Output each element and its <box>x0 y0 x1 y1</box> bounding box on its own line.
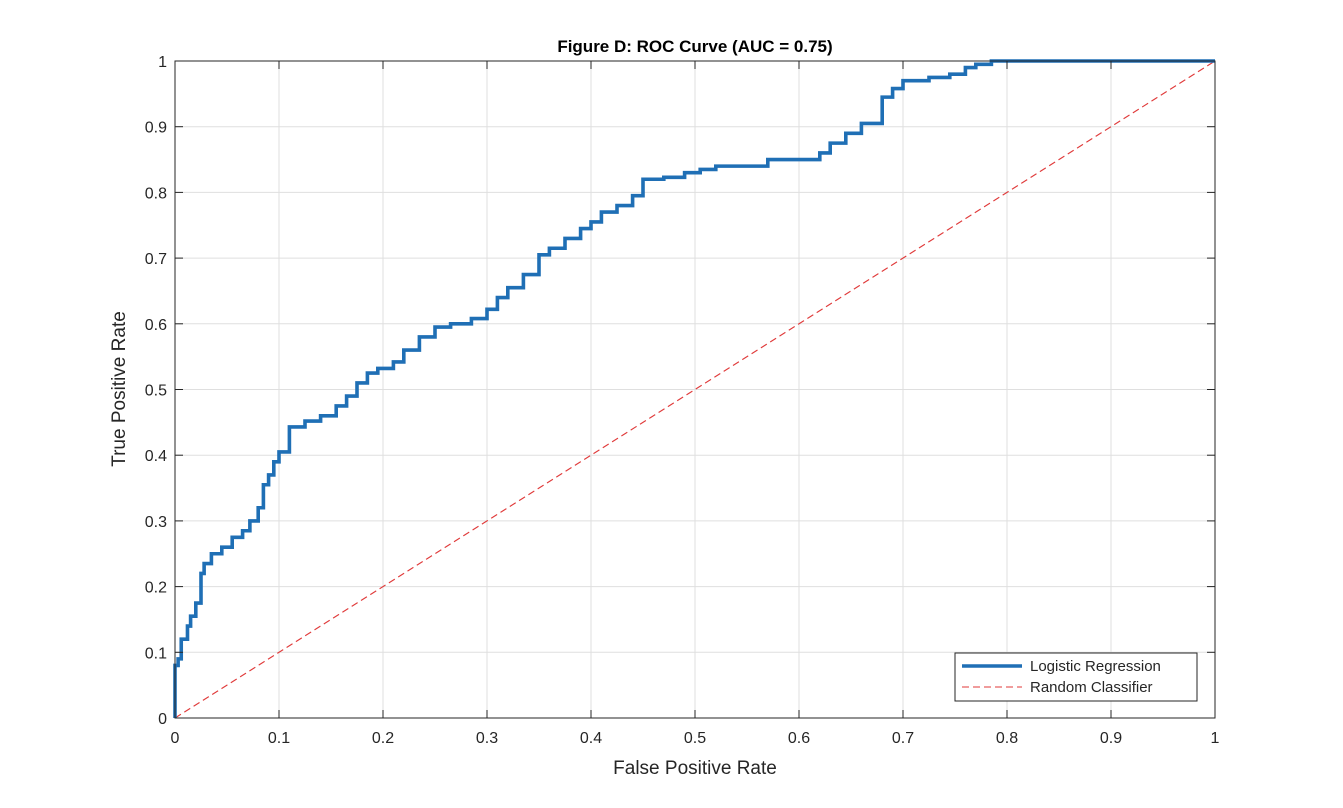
x-tick-label: 0.5 <box>684 730 706 747</box>
y-axis-label: True Positive Rate <box>109 311 130 467</box>
y-tick-label: 0.5 <box>145 383 167 400</box>
x-tick-label: 0 <box>171 730 180 747</box>
y-tick-label: 0.8 <box>145 185 167 202</box>
y-tick-labels: 0 0.1 0.2 0.3 0.4 0.5 0.6 0.7 0.8 0.9 1 <box>145 54 167 728</box>
x-axis-label: False Positive Rate <box>613 758 777 779</box>
y-tick-label: 0.7 <box>145 251 167 268</box>
x-tick-label: 0.8 <box>996 730 1018 747</box>
tick-marks <box>174 60 1216 719</box>
x-tick-label: 0.4 <box>580 730 602 747</box>
x-tick-label: 1 <box>1211 730 1220 747</box>
y-tick-label: 0.4 <box>145 448 167 465</box>
y-tick-label: 0.9 <box>145 120 167 137</box>
series-line-random-classifier <box>174 60 1216 719</box>
plot-area: 0 0.1 0.2 0.3 0.4 0.5 0.6 0.7 0.8 0.9 1 0 0.1 0.2 0.3… <box>145 54 1220 747</box>
y-tick-label: 0.3 <box>145 514 167 531</box>
legend-label-random-classifier: Random Classifier <box>1030 679 1153 696</box>
x-tick-labels: 0 0.1 0.2 0.3 0.4 0.5 0.6 0.7 0.8 0.9 1 <box>171 730 1220 747</box>
legend: Logistic Regression Random Classifier <box>954 652 1198 702</box>
x-tick-label: 0.6 <box>788 730 810 747</box>
x-tick-label: 0.9 <box>1100 730 1122 747</box>
y-tick-label: 1 <box>158 54 167 71</box>
series-line-logistic-regression <box>173 59 1215 718</box>
legend-label-logistic-regression: Logistic Regression <box>1030 658 1161 675</box>
y-tick-label: 0 <box>158 711 167 728</box>
chart-title: Figure D: ROC Curve (AUC = 0.75) <box>557 37 832 56</box>
legend-box <box>954 652 1198 702</box>
y-tick-label: 0.2 <box>145 580 167 597</box>
y-tick-label: 0.6 <box>145 317 167 334</box>
x-tick-label: 0.3 <box>476 730 498 747</box>
series-layer <box>173 59 1216 719</box>
x-tick-label: 0.2 <box>372 730 394 747</box>
y-tick-label: 0.1 <box>145 645 167 662</box>
x-tick-label: 0.7 <box>892 730 914 747</box>
x-tick-label: 0.1 <box>268 730 290 747</box>
